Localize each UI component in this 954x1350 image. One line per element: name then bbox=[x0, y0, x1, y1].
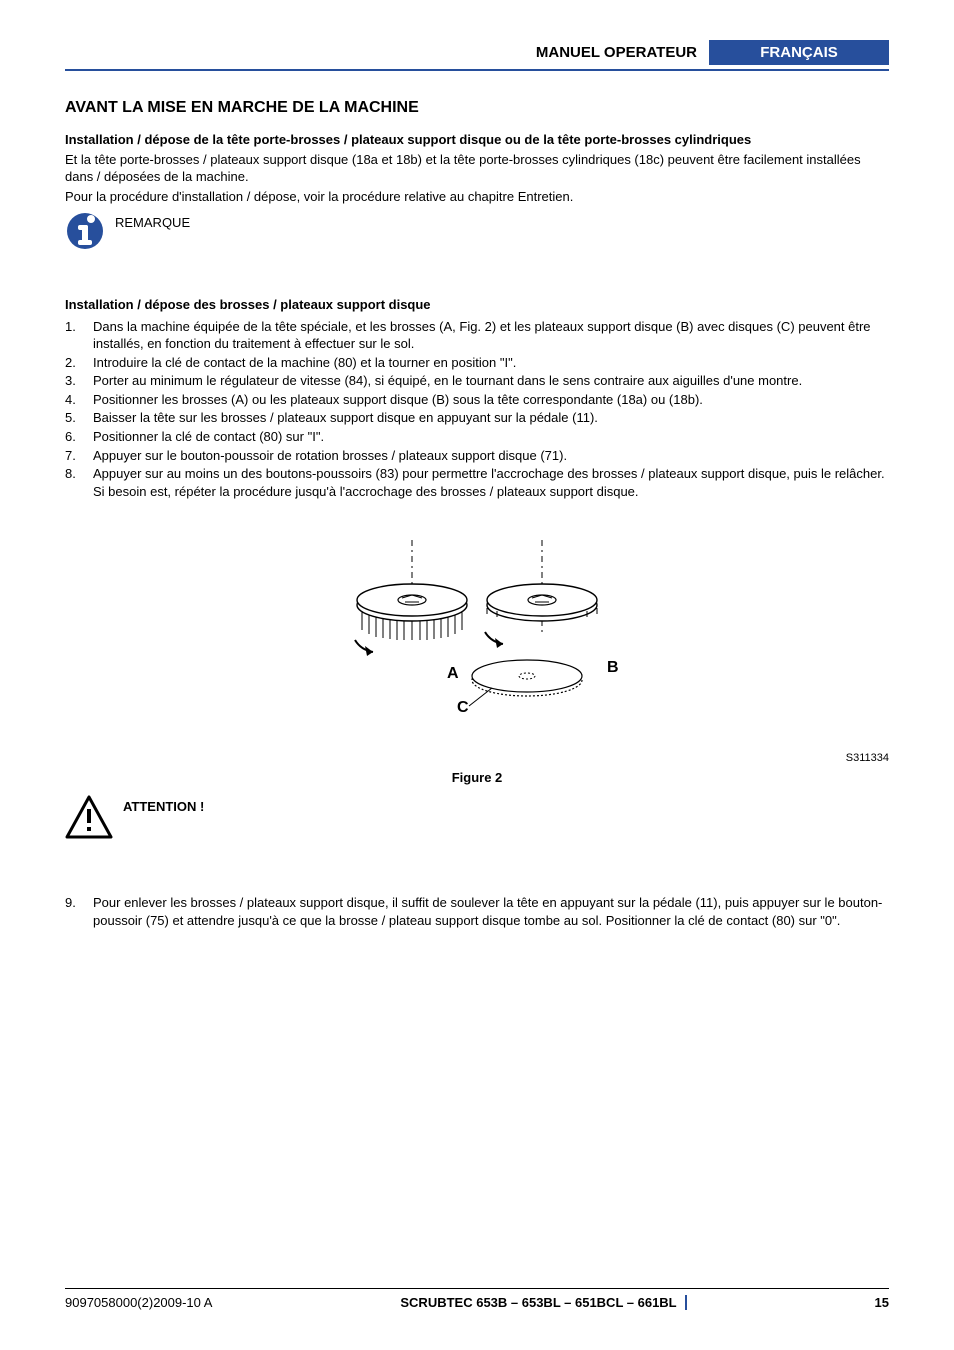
step-text: Pour enlever les brosses / plateaux supp… bbox=[93, 894, 889, 929]
header-section-title: MANUEL OPERATEUR bbox=[536, 40, 709, 65]
step-text: Dans la machine équipée de la tête spéci… bbox=[93, 318, 889, 353]
section1-p1: Et la tête porte-brosses / plateaux supp… bbox=[65, 151, 889, 186]
step-number: 7. bbox=[65, 447, 93, 465]
step-number: 3. bbox=[65, 372, 93, 390]
note-label: REMARQUE bbox=[115, 211, 190, 230]
list-item: 4.Positionner les brosses (A) ou les pla… bbox=[65, 391, 889, 409]
warning-label: ATTENTION ! bbox=[123, 795, 204, 814]
step-number: 1. bbox=[65, 318, 93, 353]
footer-doc-id: 9097058000(2)2009-10 A bbox=[65, 1295, 212, 1310]
page-footer: 9097058000(2)2009-10 A SCRUBTEC 653B – 6… bbox=[65, 1288, 889, 1310]
header-language-badge: FRANÇAIS bbox=[709, 40, 889, 65]
list-item: 8.Appuyer sur au moins un des boutons-po… bbox=[65, 465, 889, 500]
figure-label-a: A bbox=[447, 665, 459, 682]
figure-label-c: C bbox=[457, 699, 469, 716]
page-title: AVANT LA MISE EN MARCHE DE LA MACHINE bbox=[65, 99, 889, 117]
step-number: 4. bbox=[65, 391, 93, 409]
info-icon bbox=[65, 211, 105, 256]
steps-list-continued: 9. Pour enlever les brosses / plateaux s… bbox=[65, 894, 889, 929]
note-block: REMARQUE bbox=[65, 211, 889, 256]
steps-list: 1.Dans la machine équipée de la tête spé… bbox=[65, 318, 889, 500]
list-item: 5.Baisser la tête sur les brosses / plat… bbox=[65, 409, 889, 427]
figure-caption-row: Figure 2 S311334 bbox=[65, 770, 889, 785]
step-text: Baisser la tête sur les brosses / platea… bbox=[93, 409, 598, 427]
footer-page-number: 15 bbox=[875, 1295, 889, 1310]
figure-code: S311334 bbox=[846, 752, 889, 764]
page-header: MANUEL OPERATEUR FRANÇAIS bbox=[65, 40, 889, 65]
step-number: 8. bbox=[65, 465, 93, 500]
list-item: 2.Introduire la clé de contact de la mac… bbox=[65, 354, 889, 372]
step-text: Porter au minimum le régulateur de vites… bbox=[93, 372, 802, 390]
step-text: Positionner les brosses (A) ou les plate… bbox=[93, 391, 703, 409]
step-text: Positionner la clé de contact (80) sur "… bbox=[93, 428, 324, 446]
figure-2: A B C Figure 2 S311334 bbox=[65, 530, 889, 785]
step-number: 2. bbox=[65, 354, 93, 372]
step-number: 6. bbox=[65, 428, 93, 446]
section1-p2: Pour la procédure d'installation / dépos… bbox=[65, 188, 889, 206]
list-item: 9. Pour enlever les brosses / plateaux s… bbox=[65, 894, 889, 929]
figure-label-b: B bbox=[607, 659, 619, 676]
step-text: Appuyer sur au moins un des boutons-pous… bbox=[93, 465, 889, 500]
warning-block: ATTENTION ! bbox=[65, 795, 889, 844]
figure-caption: Figure 2 bbox=[452, 770, 503, 785]
footer-product: SCRUBTEC 653B – 653BL – 651BCL – 661BL bbox=[400, 1295, 686, 1310]
footer-row: 9097058000(2)2009-10 A SCRUBTEC 653B – 6… bbox=[65, 1295, 889, 1310]
step-number: 5. bbox=[65, 409, 93, 427]
step-text: Appuyer sur le bouton-poussoir de rotati… bbox=[93, 447, 567, 465]
section2-heading: Installation / dépose des brosses / plat… bbox=[65, 296, 889, 314]
list-item: 3.Porter au minimum le régulateur de vit… bbox=[65, 372, 889, 390]
step-number: 9. bbox=[65, 894, 93, 929]
list-item: 7.Appuyer sur le bouton-poussoir de rota… bbox=[65, 447, 889, 465]
section1-heading: Installation / dépose de la tête porte-b… bbox=[65, 131, 889, 149]
header-rule bbox=[65, 69, 889, 71]
footer-rule bbox=[65, 1288, 889, 1289]
step-text: Introduire la clé de contact de la machi… bbox=[93, 354, 516, 372]
list-item: 6.Positionner la clé de contact (80) sur… bbox=[65, 428, 889, 446]
list-item: 1.Dans la machine équipée de la tête spé… bbox=[65, 318, 889, 353]
brush-diagram: A B C bbox=[317, 530, 637, 750]
warning-icon bbox=[65, 795, 113, 844]
